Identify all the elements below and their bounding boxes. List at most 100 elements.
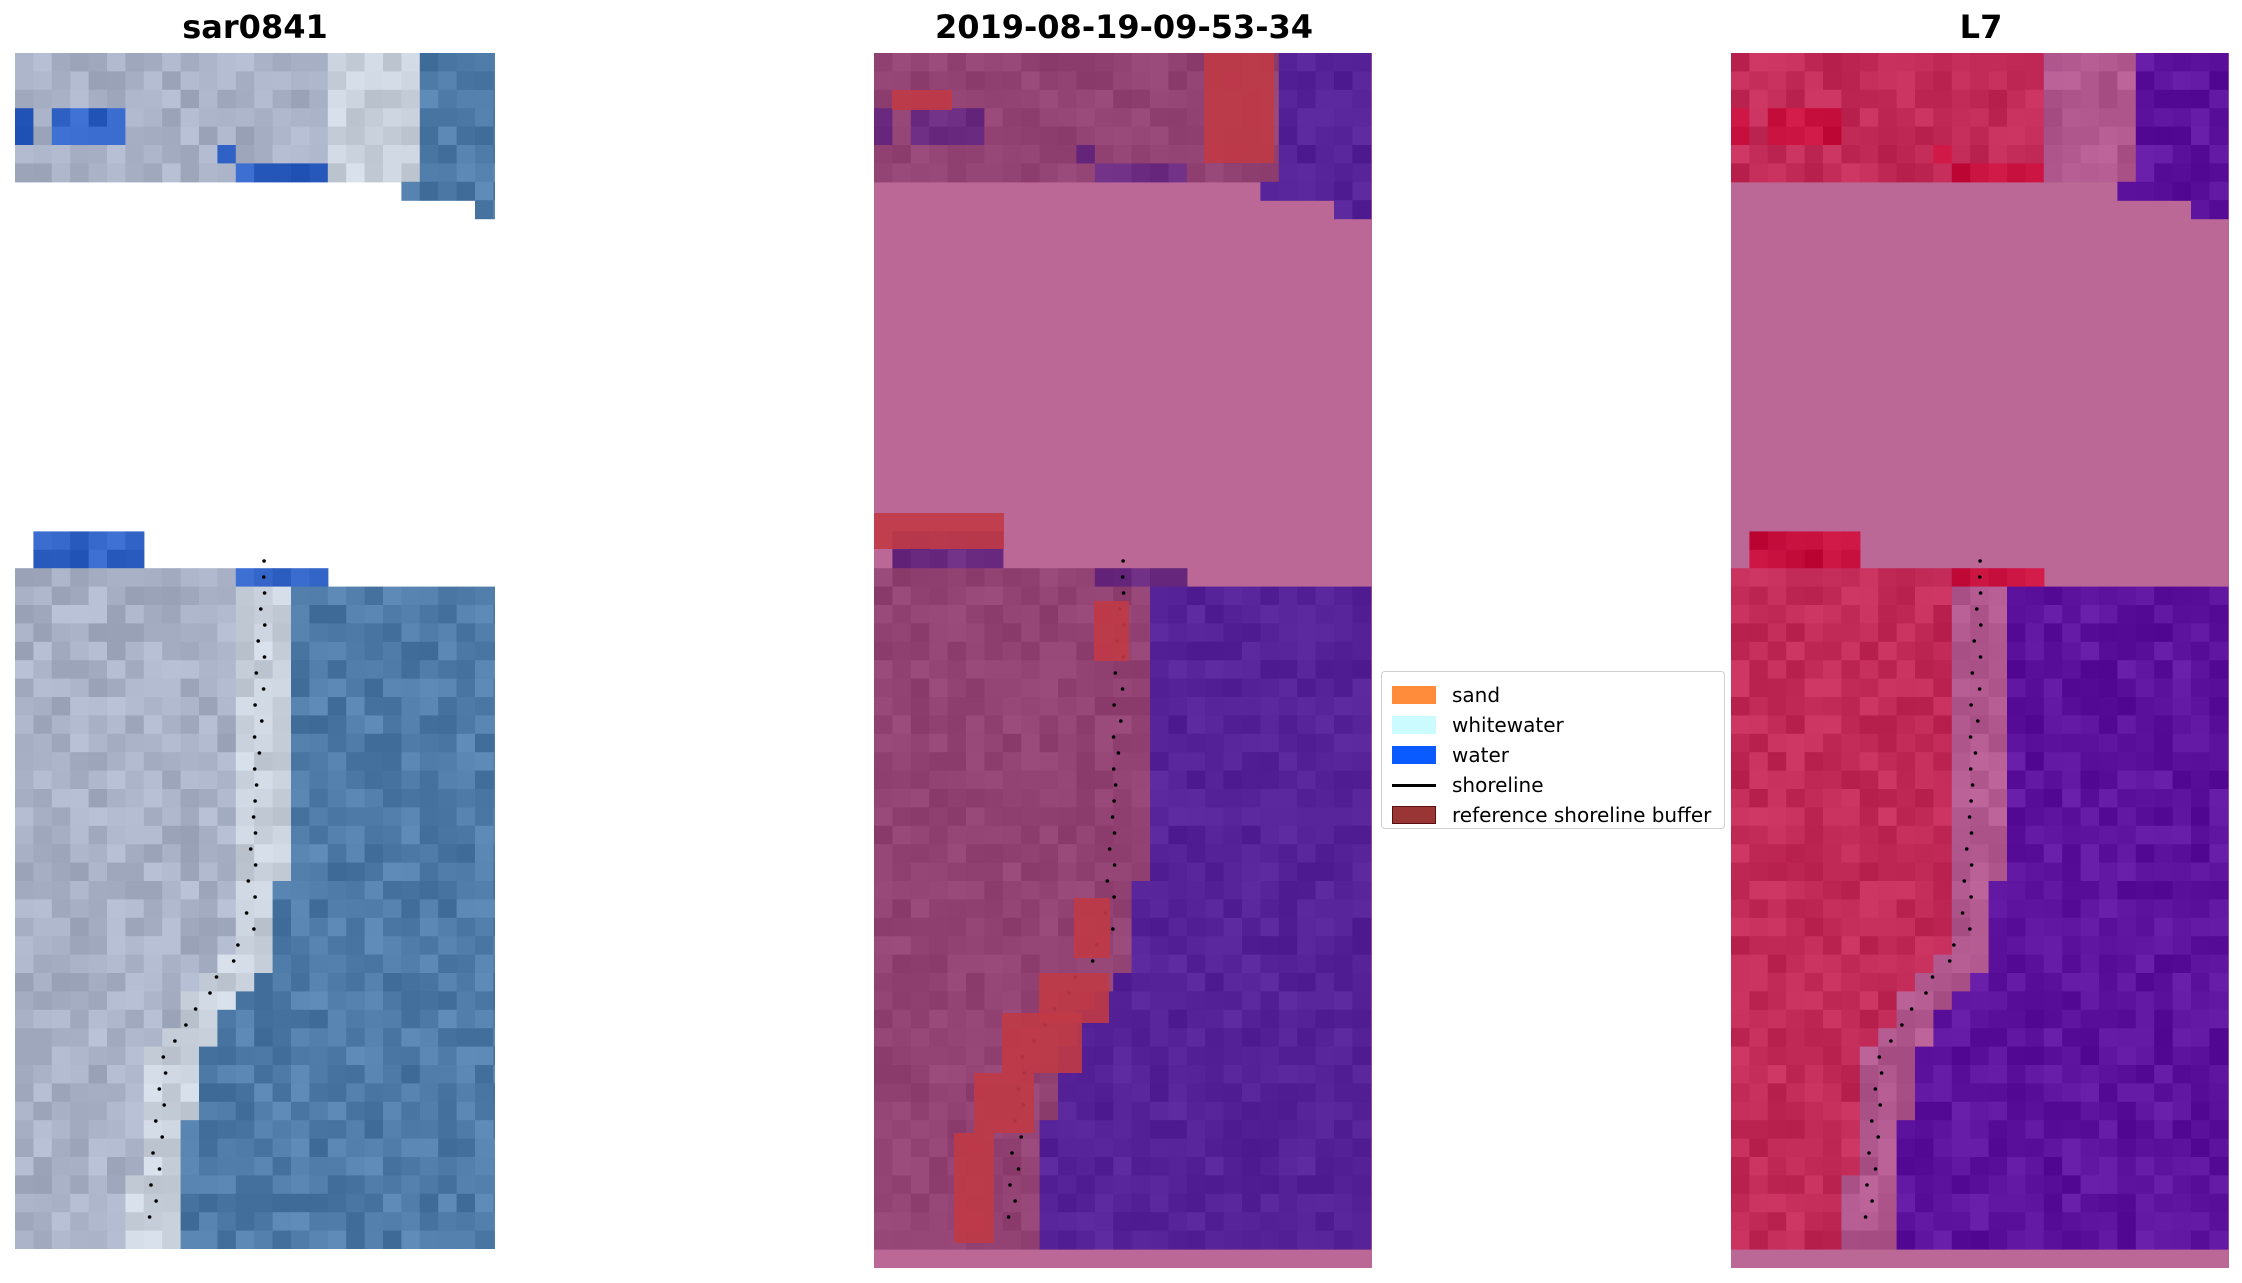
- shoreline-point: [256, 639, 260, 643]
- shoreline-point: [1975, 607, 1979, 611]
- shoreline-point: [1964, 847, 1969, 851]
- shoreline-point: [1972, 639, 1976, 643]
- shoreline-point: [1090, 959, 1095, 963]
- shoreline-point: [1107, 847, 1112, 851]
- whitewater-swatch: [1392, 716, 1436, 734]
- shoreline-point: [214, 975, 219, 979]
- raster-grid: [15, 53, 495, 1249]
- shoreline-point: [1978, 655, 1983, 659]
- shoreline-point: [1120, 575, 1125, 579]
- shoreline-point: [1969, 895, 1973, 899]
- shoreline-point: [1960, 911, 1965, 915]
- shoreline-point: [1968, 735, 1973, 739]
- shoreline-point: [1863, 1215, 1868, 1219]
- shoreline-point: [253, 831, 258, 835]
- shoreline-point: [1865, 1183, 1869, 1187]
- shoreline-point: [157, 1087, 162, 1091]
- legend-item-shoreline: shoreline: [1392, 770, 1714, 800]
- reference-buffer: [874, 53, 1274, 1243]
- shoreline-point: [254, 671, 259, 675]
- shoreline-point: [259, 607, 263, 611]
- water-swatch: [1392, 746, 1436, 764]
- shoreline-point: [1112, 863, 1117, 867]
- shoreline-point: [262, 591, 267, 595]
- shoreline-point: [1105, 879, 1110, 883]
- legend-item-buffer: reference shoreline buffer: [1392, 800, 1714, 830]
- shoreline-point: [1116, 751, 1121, 755]
- shoreline-point: [257, 751, 262, 755]
- shoreline-point: [1878, 1103, 1882, 1107]
- shoreline-point: [1119, 719, 1123, 723]
- shoreline-point: [1113, 783, 1118, 787]
- shoreline-point: [1968, 767, 1973, 771]
- shoreline-point: [1111, 767, 1116, 771]
- shoreline-point: [154, 1199, 158, 1203]
- shoreline-point: [1968, 927, 1972, 931]
- shoreline-point: [1967, 815, 1972, 819]
- false-color-image: [1731, 53, 2229, 1268]
- legend-item-sand: sand: [1392, 680, 1714, 710]
- shoreline-point: [1889, 1039, 1893, 1043]
- shoreline-point: [248, 847, 253, 851]
- panel-title-right: L7: [1959, 8, 2003, 46]
- shoreline-point: [1870, 1119, 1874, 1123]
- shoreline-point: [1876, 1135, 1880, 1139]
- shoreline-point: [252, 927, 256, 931]
- shoreline-point: [253, 799, 257, 803]
- shoreline-point: [157, 1167, 162, 1171]
- shoreline-point: [1006, 1215, 1011, 1219]
- shoreline-point: [1900, 1023, 1904, 1027]
- shoreline-point: [236, 943, 240, 947]
- shoreline-point: [252, 767, 257, 771]
- shoreline-point: [184, 1023, 188, 1027]
- shoreline-point: [1969, 863, 1974, 867]
- panel-title-left: sar0841: [182, 8, 328, 46]
- legend-item-water: water: [1392, 740, 1714, 770]
- shoreline-point: [1112, 703, 1116, 707]
- shoreline-point: [1969, 703, 1973, 707]
- shoreline-point: [151, 1151, 155, 1155]
- shoreline-point: [162, 1103, 166, 1107]
- shoreline-point: [231, 959, 236, 963]
- shoreline-point: [251, 815, 256, 819]
- raster-grid: [1731, 53, 2229, 1250]
- shoreline-point: [1970, 671, 1975, 675]
- shoreline-point: [1970, 783, 1975, 787]
- panel-title-middle: 2019-08-19-09-53-34: [934, 8, 1314, 46]
- shoreline-point: [253, 863, 258, 867]
- shoreline-point: [161, 1055, 166, 1059]
- shoreline-point: [173, 1039, 177, 1043]
- shoreline-point: [1978, 559, 1982, 563]
- shoreline-point: [1010, 1151, 1014, 1155]
- shoreline-point: [254, 783, 259, 787]
- shoreline-point: [1962, 879, 1967, 883]
- shoreline-point: [1112, 831, 1117, 835]
- shoreline-point: [1977, 575, 1982, 579]
- shoreline-point: [1969, 799, 1973, 803]
- rgb-image: [15, 53, 495, 1249]
- sand-swatch: [1392, 686, 1436, 704]
- shoreline-point: [1976, 719, 1980, 723]
- shoreline-point: [1877, 1055, 1882, 1059]
- legend: sand whitewater water shoreline referenc…: [1381, 671, 1725, 829]
- shoreline-point: [1909, 1007, 1914, 1011]
- shoreline-point: [1120, 687, 1125, 691]
- shoreline-point: [1121, 591, 1126, 595]
- shoreline-point: [246, 879, 251, 883]
- shoreline-point: [1016, 1167, 1021, 1171]
- shoreline-point: [160, 1135, 164, 1139]
- shoreline-point: [163, 1071, 168, 1075]
- shoreline-point: [208, 991, 212, 995]
- shoreline-point: [1930, 975, 1935, 979]
- buffer-swatch: [1392, 806, 1436, 824]
- shoreline-point: [1873, 1087, 1878, 1091]
- shoreline-point: [149, 1183, 153, 1187]
- shoreline-point: [261, 575, 266, 579]
- shoreline-point: [1973, 751, 1978, 755]
- shoreline-points: [1863, 559, 1983, 1219]
- shoreline-point: [252, 735, 257, 739]
- shoreline-point: [1952, 943, 1956, 947]
- shoreline-point: [1879, 1071, 1884, 1075]
- shoreline-point: [244, 911, 249, 915]
- shoreline-line-swatch: [1392, 783, 1436, 787]
